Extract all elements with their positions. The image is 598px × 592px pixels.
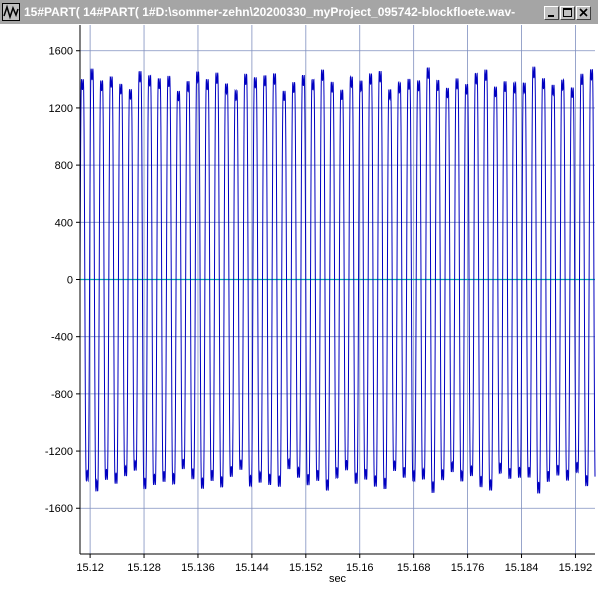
y-tick-labels: 1600 1200 800 400 0 -400 -800 -1200 -1600 — [45, 46, 73, 516]
y-tick-label: -1200 — [45, 446, 73, 458]
x-tick-labels: 15.12 15.128 15.136 15.144 15.152 15.16 15.168… — [76, 562, 592, 574]
window-title: 15#PART( 14#PART( 1#D:\sommer-zehn\20200… — [24, 5, 516, 19]
x-tick-label: 15.176 — [451, 562, 485, 574]
y-tick-label: 1600 — [49, 46, 73, 58]
x-tick-label: 15.168 — [397, 562, 431, 574]
y-tick-label: 0 — [67, 274, 73, 286]
axes — [76, 25, 595, 558]
maximize-button[interactable] — [560, 6, 575, 20]
title-bar[interactable]: 15#PART( 14#PART( 1#D:\sommer-zehn\20200… — [0, 0, 598, 24]
maximize-icon — [563, 8, 572, 17]
y-tick-label: 800 — [55, 160, 73, 172]
x-tick-label: 15.128 — [127, 562, 161, 574]
x-tick-label: 15.152 — [289, 562, 323, 574]
minimize-button[interactable] — [544, 6, 559, 20]
y-tick-label: 400 — [55, 217, 73, 229]
waveform-app-icon[interactable] — [2, 3, 20, 21]
y-tick-label: -400 — [51, 332, 73, 344]
close-button[interactable] — [576, 6, 591, 20]
y-tick-label: -800 — [51, 389, 73, 401]
x-tick-label: 15.144 — [235, 562, 269, 574]
close-icon — [579, 8, 588, 17]
y-tick-label: 1200 — [49, 103, 73, 115]
minimize-icon — [548, 15, 554, 17]
x-tick-label: 15.12 — [76, 562, 104, 574]
x-tick-label: 15.136 — [181, 562, 215, 574]
x-axis-label: sec — [329, 573, 347, 585]
waveform-series — [79, 66, 596, 494]
x-tick-label: 15.184 — [505, 562, 539, 574]
x-tick-label: 15.192 — [559, 562, 593, 574]
x-tick-label: 15.16 — [346, 562, 374, 574]
y-tick-label: -1600 — [45, 503, 73, 515]
